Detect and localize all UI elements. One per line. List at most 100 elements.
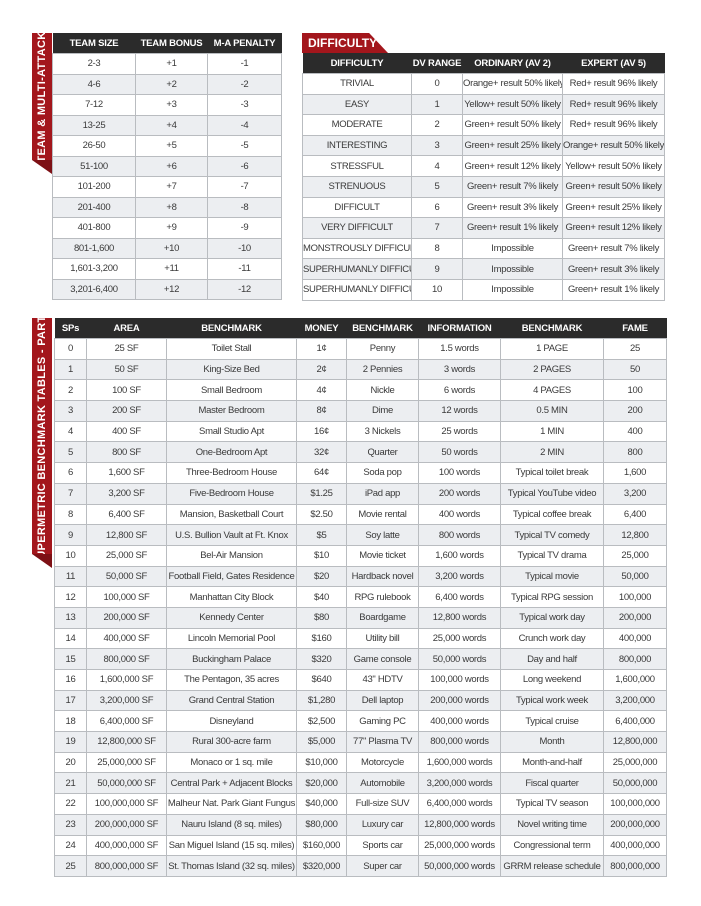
- table-cell: 12,800: [603, 524, 667, 546]
- table-row: 51-100 +6 -6: [52, 155, 282, 177]
- table-cell: $160,000: [296, 834, 347, 857]
- table-cell: +2: [135, 73, 208, 95]
- table-row: 1 50 SF King-Size Bed 2¢ 2 Pennies 3 words 2 P…: [54, 358, 667, 381]
- table-cell: Month-and-half: [500, 751, 604, 774]
- table-cell: Long weekend: [500, 669, 604, 691]
- table-cell: 401-800: [52, 217, 136, 239]
- table-cell: Luxury car: [346, 813, 419, 836]
- table-cell: 800,000: [603, 648, 667, 670]
- table-cell: VERY DIFFICULT: [302, 217, 412, 239]
- table-cell: 100 words: [418, 462, 501, 484]
- table-row: 7 3,200 SF Five-Bedroom House $1.25 iPad app…: [54, 482, 667, 505]
- table-cell: San Miguel Island (15 sq. miles): [166, 834, 297, 857]
- column-header: MONEY: [296, 318, 347, 339]
- table-cell: 12: [54, 586, 87, 608]
- table-cell: 200: [603, 400, 667, 422]
- table-cell: 2¢: [296, 358, 347, 381]
- table-cell: Impossible: [462, 278, 563, 301]
- table-cell: 100 SF: [86, 379, 167, 402]
- team-multi-attack-table: TEAM SIZE TEAM BONUS M-A PENALTY 2-3 +1 -1 4-6…: [52, 33, 282, 300]
- header-row: SPs AREA BENCHMARK MONEY BENCHMARK INFORMATIO…: [54, 318, 667, 339]
- table-cell: 18: [54, 710, 87, 733]
- table-row: 12 100,000 SF Manhattan City Block $40 RPG r…: [54, 586, 667, 608]
- table-cell: 1,601-3,200: [52, 258, 136, 280]
- table-cell: 400,000: [603, 627, 667, 650]
- table-cell: 6: [54, 462, 87, 484]
- table-cell: EASY: [302, 93, 412, 116]
- table-cell: Sports car: [346, 834, 419, 857]
- table-cell: Game console: [346, 648, 419, 670]
- table-cell: 6,400,000 words: [418, 793, 501, 815]
- table-cell: Penny: [346, 338, 419, 360]
- table-cell: +1: [135, 53, 208, 75]
- table-cell: 100,000 words: [418, 669, 501, 691]
- table-cell: 100: [603, 379, 667, 402]
- table-cell: One-Bedroom Apt: [166, 441, 297, 464]
- table-cell: 8: [411, 237, 463, 260]
- table-cell: 3 words: [418, 358, 501, 381]
- table-cell: 3: [411, 134, 463, 157]
- column-header: AREA: [86, 318, 167, 339]
- table-cell: 50 SF: [86, 358, 167, 381]
- table-cell: 6,400 words: [418, 586, 501, 608]
- table-row: INTERESTING 3 Green+ result 25% likely Oran…: [302, 134, 665, 157]
- table-cell: 1,600: [603, 462, 667, 484]
- table-cell: -2: [207, 73, 282, 95]
- table-cell: Soda pop: [346, 462, 419, 484]
- table-cell: 200,000: [603, 606, 667, 629]
- table-cell: 43" HDTV: [346, 669, 419, 691]
- table-cell: 25 words: [418, 420, 501, 443]
- table-cell: 200 SF: [86, 400, 167, 422]
- table-cell: Green+ result 25% likely: [562, 196, 665, 219]
- table-cell: INTERESTING: [302, 134, 412, 157]
- table-cell: 400,000 words: [418, 710, 501, 733]
- table-cell: 50,000,000: [603, 772, 667, 795]
- table-cell: Boardgame: [346, 606, 419, 629]
- table-cell: Green+ result 3% likely: [462, 196, 563, 219]
- table-cell: Crunch work day: [500, 627, 604, 650]
- table-row: 7-12 +3 -3: [52, 94, 282, 116]
- team-ribbon-label: TEAM & MULTI-ATTACK: [36, 31, 48, 162]
- table-cell: 23: [54, 813, 87, 836]
- table-cell: -7: [207, 176, 282, 198]
- table-cell: 2 MIN: [500, 441, 604, 464]
- table-cell: 25 SF: [86, 338, 167, 360]
- table-cell: Motorcycle: [346, 751, 419, 774]
- table-cell: Movie ticket: [346, 544, 419, 567]
- column-header: FAME: [603, 318, 667, 339]
- table-cell: $2.50: [296, 503, 347, 526]
- column-header: TEAM SIZE: [52, 33, 136, 54]
- table-cell: Small Bedroom: [166, 379, 297, 402]
- table-cell: $1,280: [296, 689, 347, 712]
- table-row: 25 800,000,000 SF St. Thomas Island (32 sq…: [54, 855, 667, 877]
- table-cell: +11: [135, 258, 208, 280]
- table-cell: 2: [54, 379, 87, 402]
- table-cell: 25,000: [603, 544, 667, 567]
- table-cell: Typical YouTube video: [500, 482, 604, 505]
- column-header: DIFFICULTY: [302, 53, 412, 74]
- table-cell: $5: [296, 524, 347, 546]
- table-cell: 6,400: [603, 503, 667, 526]
- table-cell: Disneyland: [166, 710, 297, 733]
- table-cell: 3,200,000: [603, 689, 667, 712]
- table-row: 16 1,600,000 SF The Pentagon, 35 acres $640…: [54, 669, 667, 691]
- table-cell: 3,200 words: [418, 565, 501, 588]
- benchmark-ribbon: SUPERMETRIC BENCHMARK TABLES - PART 3: [32, 306, 52, 568]
- table-row: MODERATE 2 Green+ result 50% likely Red+ re…: [302, 114, 665, 136]
- table-cell: Utility bill: [346, 627, 419, 650]
- column-header: INFORMATION: [418, 318, 501, 339]
- table-cell: 800 SF: [86, 441, 167, 464]
- table-cell: 800,000,000: [603, 855, 667, 877]
- table-cell: Grand Central Station: [166, 689, 297, 712]
- table-cell: 1: [54, 358, 87, 381]
- table-row: 21 50,000,000 SF Central Park + Adjacent B…: [54, 772, 667, 795]
- table-cell: Impossible: [462, 237, 563, 260]
- table-cell: Rural 300-acre farm: [166, 731, 297, 753]
- table-cell: +5: [135, 135, 208, 157]
- table-row: SUPERHUMANLY DIFFICULT10ImpossibleGreen+…: [302, 278, 665, 301]
- table-cell: 801-1,600: [52, 237, 136, 259]
- table-cell: -11: [207, 258, 282, 280]
- column-header: EXPERT (AV 5): [562, 53, 665, 74]
- table-cell: -10: [207, 237, 282, 259]
- table-cell: 2 Pennies: [346, 358, 419, 381]
